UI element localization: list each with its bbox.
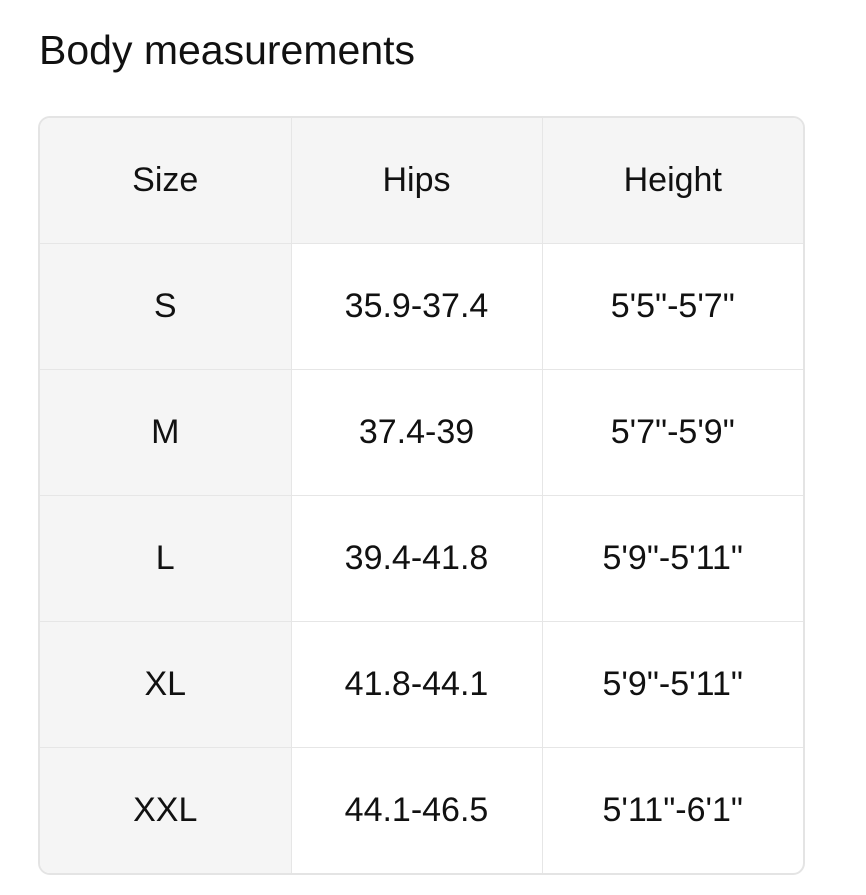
- header-height: Height: [541, 118, 803, 244]
- header-hips: Hips: [290, 118, 543, 244]
- hips-cell: 35.9-37.4: [290, 243, 543, 370]
- height-cell: 5'7"-5'9": [541, 369, 803, 496]
- table-header-row: Size Hips Height: [40, 118, 803, 244]
- page-title: Body measurements: [39, 27, 416, 73]
- header-size: Size: [40, 118, 292, 244]
- table-row: S 35.9-37.4 5'5"-5'7": [40, 243, 803, 370]
- hips-cell: 39.4-41.8: [290, 495, 543, 622]
- height-cell: 5'9"-5'11": [541, 621, 803, 748]
- hips-cell: 41.8-44.1: [290, 621, 543, 748]
- size-cell: XL: [40, 621, 292, 748]
- height-cell: 5'9"-5'11": [541, 495, 803, 622]
- size-cell: L: [40, 495, 292, 622]
- size-chart-table: Size Hips Height S 35.9-37.4 5'5"-5'7" M 37.…: [38, 116, 805, 875]
- height-cell: 5'11"-6'1": [541, 747, 803, 873]
- hips-cell: 44.1-46.5: [290, 747, 543, 873]
- table-row: XL 41.8-44.1 5'9"-5'11": [40, 621, 803, 748]
- size-cell: XXL: [40, 747, 292, 873]
- height-cell: 5'5"-5'7": [541, 243, 803, 370]
- hips-cell: 37.4-39: [290, 369, 543, 496]
- size-cell: S: [40, 243, 292, 370]
- size-cell: M: [40, 369, 292, 496]
- table-row: L 39.4-41.8 5'9"-5'11": [40, 495, 803, 622]
- table-row: XXL 44.1-46.5 5'11"-6'1": [40, 747, 803, 873]
- table-row: M 37.4-39 5'7"-5'9": [40, 369, 803, 496]
